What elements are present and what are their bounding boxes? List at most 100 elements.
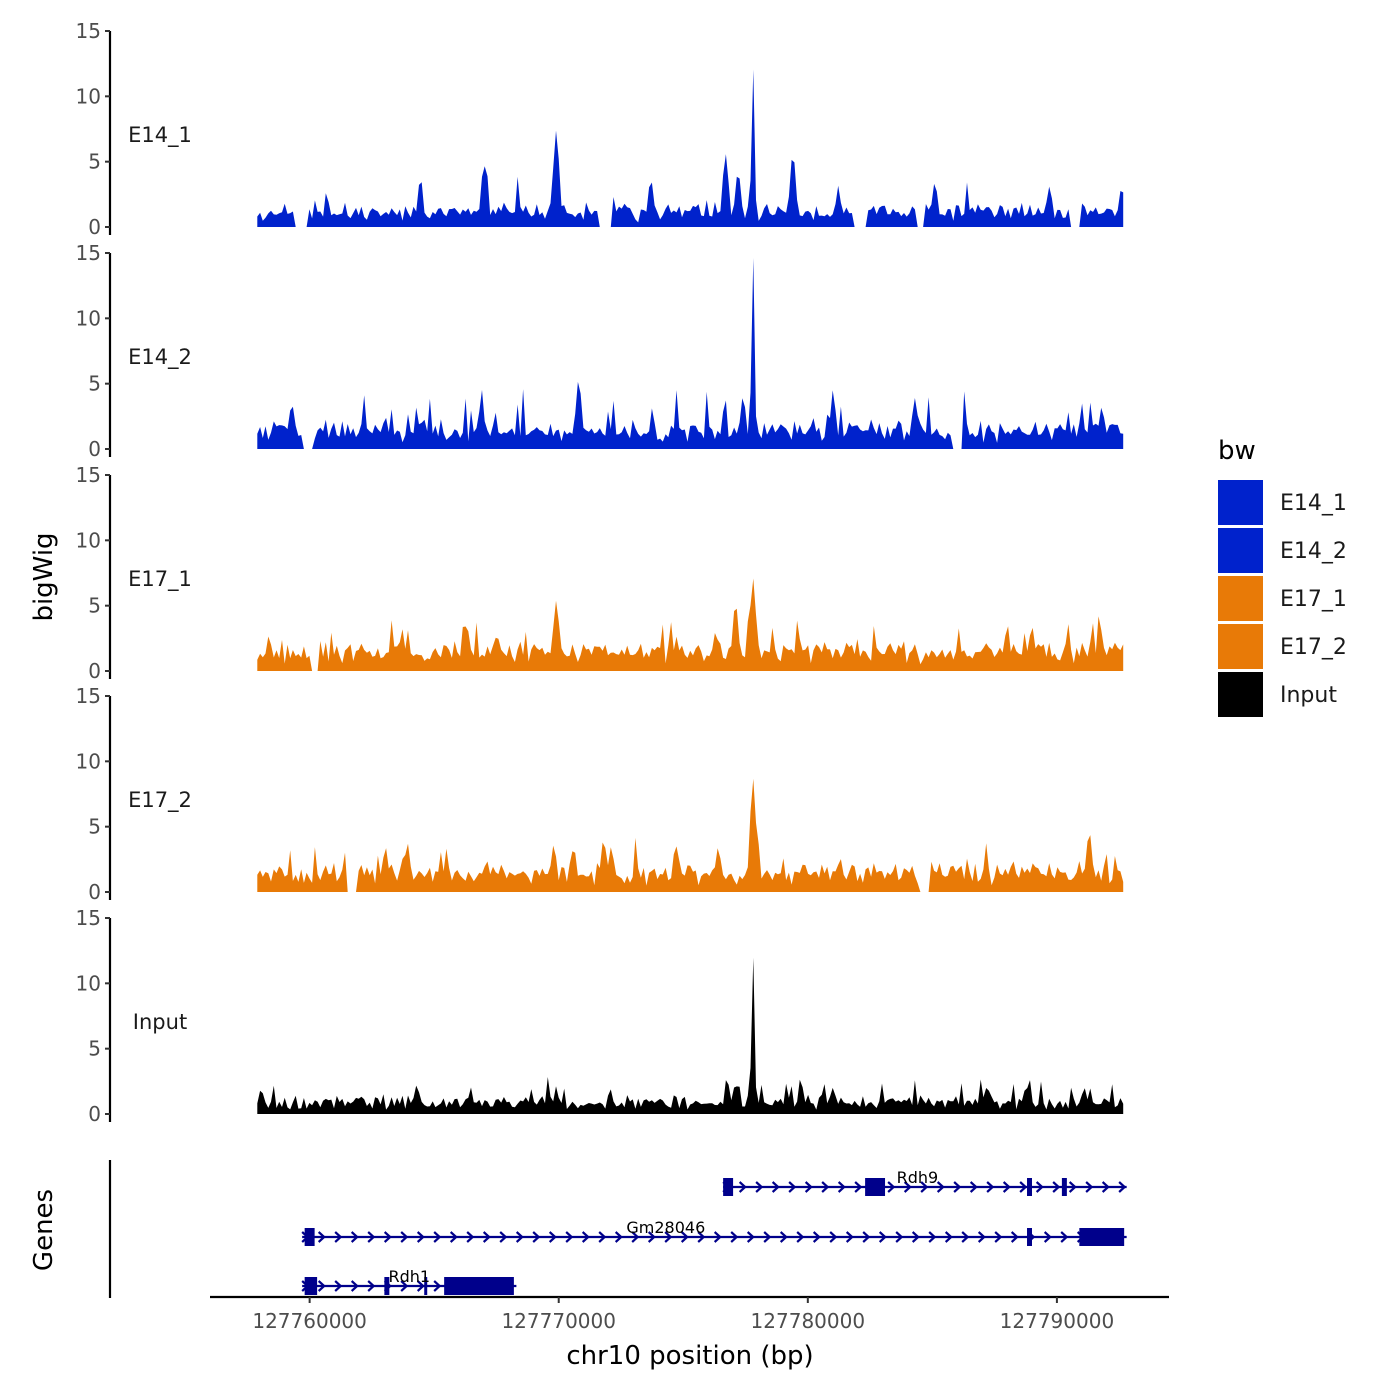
gene-exon	[1061, 1178, 1067, 1196]
strand-chevron	[416, 1280, 425, 1292]
track-input: 0 5 10 15 Input	[76, 906, 1124, 1126]
legend-swatch	[1218, 672, 1263, 717]
y-tick-label: 0	[88, 437, 101, 461]
strand-chevron	[944, 1231, 953, 1243]
gene-exon	[1079, 1228, 1125, 1246]
gene-exon	[424, 1277, 428, 1295]
x-axis: 127760000 127770000 127780000 127790000	[210, 1295, 1169, 1333]
strand-chevron	[400, 1280, 409, 1292]
strand-chevron	[862, 1231, 871, 1243]
y-tick-label: 10	[76, 971, 101, 995]
y-tick-label: 0	[88, 659, 101, 683]
strand-chevron	[961, 1231, 970, 1243]
track-label: E17_1	[128, 567, 192, 592]
track-e17-1: 0 5 10 15 E17_1	[76, 463, 1124, 683]
strand-chevron	[969, 1181, 978, 1193]
y-tick-label: 15	[76, 19, 101, 43]
x-tick-label: 127760000	[252, 1309, 367, 1333]
strand-chevron	[466, 1231, 475, 1243]
strand-chevron	[697, 1231, 706, 1243]
strand-chevron	[1060, 1231, 1069, 1243]
strand-chevron	[664, 1231, 673, 1243]
strand-chevron	[837, 1181, 846, 1193]
strand-chevron	[631, 1231, 640, 1243]
gene-annotation-panel: Rdh9 Gm28046 Rdh1	[108, 1160, 1127, 1298]
coverage-area	[257, 69, 1124, 227]
strand-chevron	[1068, 1181, 1077, 1193]
strand-chevron	[334, 1231, 343, 1243]
x-tick-label: 127780000	[751, 1309, 866, 1333]
strand-chevron	[1010, 1231, 1019, 1243]
y-tick-label: 0	[88, 880, 101, 904]
strand-chevron	[1043, 1231, 1052, 1243]
strand-chevron	[854, 1181, 863, 1193]
strand-chevron	[994, 1231, 1003, 1243]
y-tick-label: 15	[76, 463, 101, 487]
strand-chevron	[680, 1231, 689, 1243]
strand-chevron	[433, 1280, 442, 1292]
track-e17-2: 0 5 10 15 E17_2	[76, 684, 1124, 904]
strand-chevron	[433, 1231, 442, 1243]
gene-gm28046: Gm28046	[301, 1218, 1127, 1246]
strand-chevron	[771, 1181, 780, 1193]
x-tick-label: 127770000	[501, 1309, 616, 1333]
y-tick-label: 5	[88, 1037, 101, 1061]
legend-swatch	[1218, 624, 1263, 669]
strand-chevron	[928, 1231, 937, 1243]
strand-chevron	[779, 1231, 788, 1243]
strand-chevron	[647, 1231, 656, 1243]
strand-chevron	[532, 1231, 541, 1243]
y-tick-label: 10	[76, 749, 101, 773]
legend-swatch	[1218, 528, 1263, 573]
strand-chevron	[878, 1231, 887, 1243]
gene-exon	[1027, 1228, 1032, 1246]
legend-swatch	[1218, 576, 1263, 621]
strand-chevron	[953, 1181, 962, 1193]
strand-chevron	[367, 1231, 376, 1243]
strand-chevron	[548, 1231, 557, 1243]
strand-chevron	[738, 1181, 747, 1193]
strand-chevron	[1101, 1181, 1110, 1193]
track-label: Input	[133, 1010, 187, 1034]
x-tick-label: 127790000	[1000, 1309, 1115, 1333]
gene-label: Rdh1	[388, 1267, 430, 1286]
legend: bw E14_1 E14_2 E17_1 E17_2 Input	[1218, 436, 1347, 717]
strand-chevron	[920, 1181, 929, 1193]
strand-chevron	[416, 1231, 425, 1243]
strand-chevron	[895, 1231, 904, 1243]
y-tick-label: 5	[88, 815, 101, 839]
strand-chevron	[788, 1181, 797, 1193]
y-tick-label: 15	[76, 906, 101, 930]
gene-exon	[304, 1228, 315, 1246]
strand-chevron	[1019, 1181, 1028, 1193]
y-tick-label: 10	[76, 306, 101, 330]
coverage-area	[257, 957, 1124, 1114]
strand-chevron	[812, 1231, 821, 1243]
genes-axis-title: Genes	[29, 1189, 59, 1271]
legend-label: E17_1	[1280, 587, 1347, 612]
x-axis-title: chr10 position (bp)	[566, 1341, 813, 1371]
strand-chevron	[499, 1231, 508, 1243]
strand-chevron	[317, 1231, 326, 1243]
legend-label: E14_2	[1280, 539, 1347, 564]
strand-chevron	[763, 1231, 772, 1243]
strand-chevron	[796, 1231, 805, 1243]
gene-rdh1: Rdh1	[301, 1267, 517, 1295]
strand-chevron	[400, 1231, 409, 1243]
strand-chevron	[317, 1280, 326, 1292]
y-tick-label: 0	[88, 215, 101, 239]
y-axis-title: bigWig	[29, 532, 59, 621]
strand-chevron	[804, 1181, 813, 1193]
strand-chevron	[887, 1181, 896, 1193]
legend-title: bw	[1218, 436, 1256, 466]
strand-chevron	[911, 1231, 920, 1243]
gene-exon	[1027, 1178, 1032, 1196]
strand-chevron	[383, 1231, 392, 1243]
strand-chevron	[1085, 1181, 1094, 1193]
strand-chevron	[581, 1231, 590, 1243]
strand-chevron	[986, 1181, 995, 1193]
strand-chevron	[903, 1181, 912, 1193]
strand-chevron	[821, 1181, 830, 1193]
gene-label: Gm28046	[626, 1218, 705, 1237]
